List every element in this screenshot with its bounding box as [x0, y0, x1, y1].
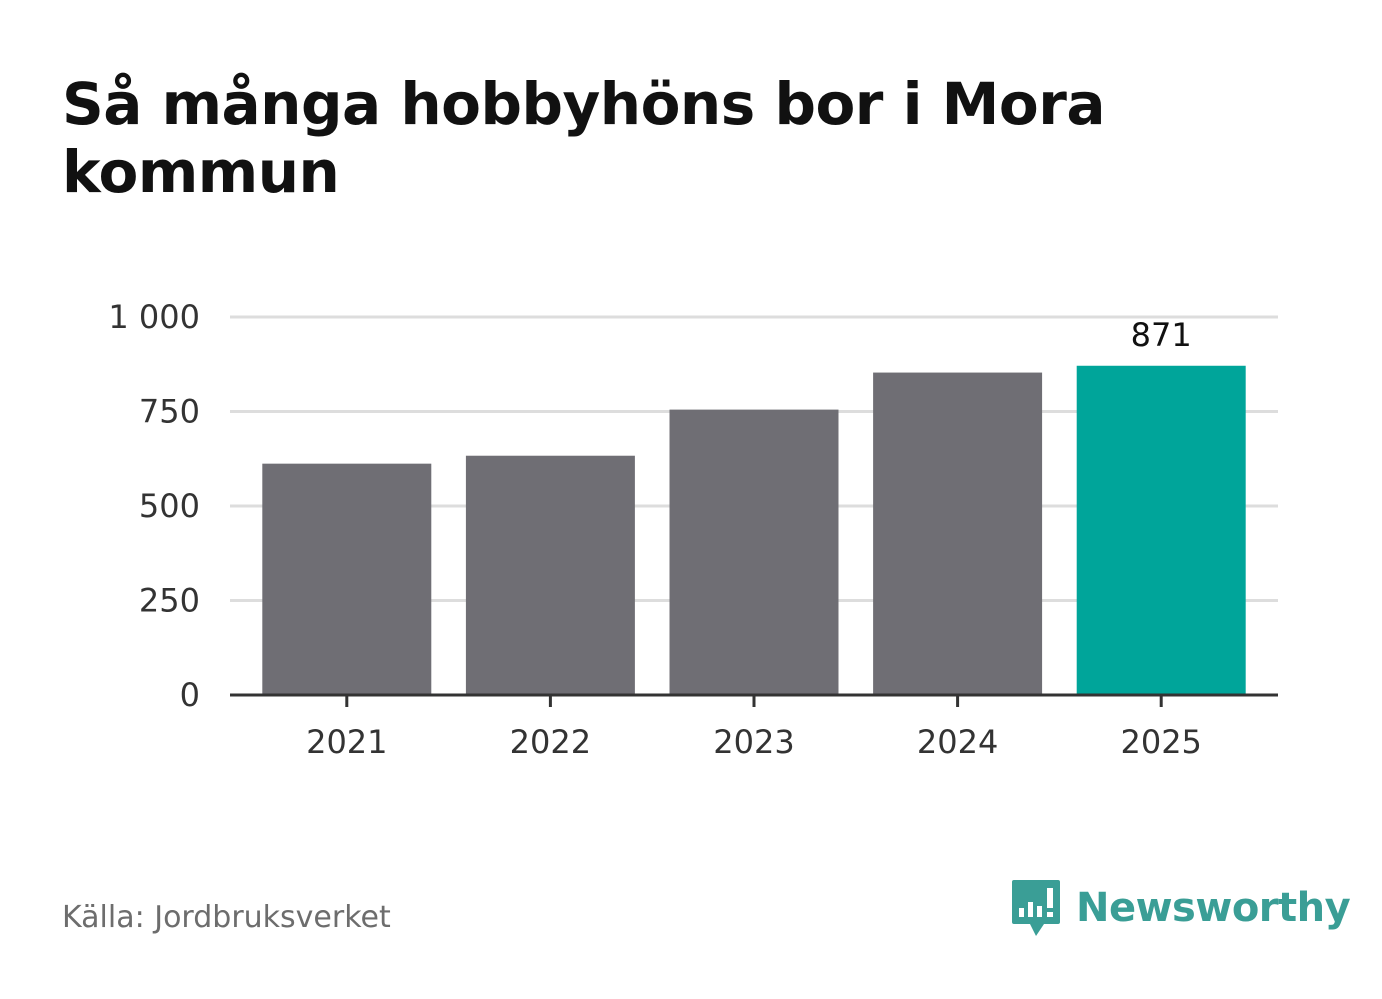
labels: 0 250 500 750 1 000 2021 2022 2023 2024 2025 871 [108, 298, 1202, 761]
newsworthy-logo-icon [1012, 880, 1060, 936]
bar [262, 463, 432, 695]
y-tick-label: 750 [139, 393, 200, 431]
axes [230, 693, 1278, 707]
chart-title: Så många hobbyhöns bor i Mora kommun [62, 70, 1105, 206]
data-label: 871 [1131, 316, 1192, 354]
y-tick-label: 500 [139, 487, 200, 525]
brand-logo: Newsworthy [1010, 878, 1351, 938]
x-tick-label: 2024 [917, 723, 998, 761]
bar [1076, 365, 1246, 695]
y-tick-label: 1 000 [108, 298, 200, 336]
bar [873, 372, 1043, 695]
y-tick-label: 0 [180, 676, 200, 714]
y-tick-label: 250 [139, 582, 200, 620]
x-tick-label: 2025 [1120, 723, 1201, 761]
x-tick-label: 2022 [510, 723, 591, 761]
brand-name: Newsworthy [1076, 885, 1351, 931]
bar [465, 455, 635, 695]
source-note: Källa: Jordbruksverket [62, 900, 391, 935]
x-tick-label: 2021 [306, 723, 387, 761]
bar [669, 409, 839, 695]
bars [262, 365, 1246, 695]
x-tick-label: 2023 [713, 723, 794, 761]
